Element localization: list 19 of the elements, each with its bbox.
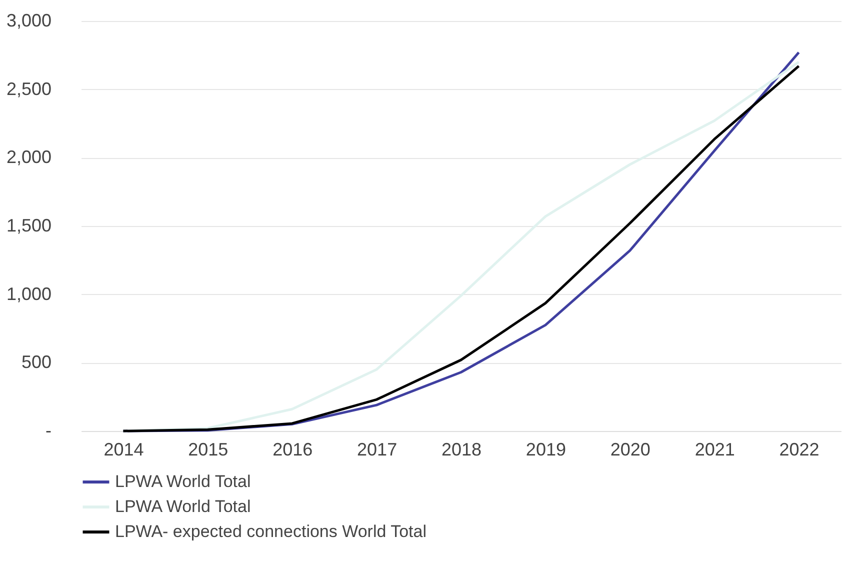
x-tick-label: 2022 — [779, 440, 820, 460]
x-tick-label: 2020 — [610, 440, 650, 460]
y-tick-label: 3,000 — [6, 10, 52, 30]
legend-label: LPWA World Total — [115, 497, 251, 516]
x-tick-label: 2019 — [526, 440, 566, 460]
y-tick-label: 2,500 — [6, 78, 52, 99]
y-tick-label: 1,000 — [6, 284, 52, 304]
x-tick-label: 2018 — [441, 440, 482, 460]
y-tick-label: 2,000 — [6, 147, 52, 168]
legend-label: LPWA World Total — [115, 472, 251, 491]
y-tick-label: 500 — [21, 352, 52, 372]
y-tick-label: 1,500 — [6, 216, 52, 236]
x-tick-label: 2016 — [272, 440, 313, 460]
x-tick-label: 2014 — [104, 440, 144, 460]
x-tick-label: 2015 — [188, 440, 228, 460]
x-tick-label: 2017 — [357, 440, 398, 460]
y-tick-label: - — [46, 420, 52, 440]
x-tick-label: 2021 — [694, 440, 735, 460]
legend-label: LPWA- expected connections World Total — [115, 522, 427, 541]
